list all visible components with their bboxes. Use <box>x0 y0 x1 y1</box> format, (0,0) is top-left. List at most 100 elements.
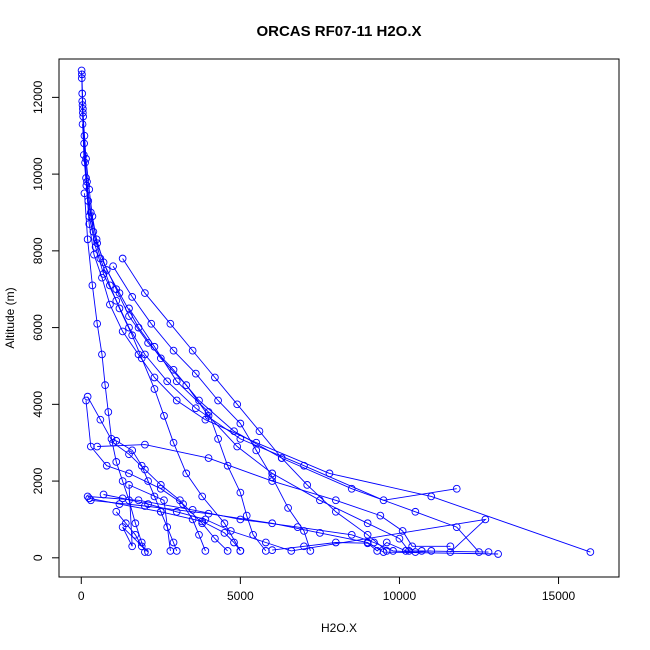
data-point <box>85 494 94 503</box>
data-point <box>112 285 121 294</box>
data-point <box>166 319 175 328</box>
data-point <box>88 281 97 290</box>
data-point <box>137 542 146 551</box>
data-point <box>484 548 493 556</box>
data-point <box>125 323 133 332</box>
data-point <box>115 304 124 313</box>
data-point <box>141 289 149 297</box>
data-point <box>112 436 121 445</box>
data-point <box>373 547 382 555</box>
y-tick-label: 6000 <box>31 314 45 341</box>
data-point <box>109 262 117 271</box>
data-point <box>106 300 114 309</box>
data-point <box>481 515 490 524</box>
data-point <box>160 411 168 420</box>
data-point <box>137 461 146 470</box>
data-point <box>78 97 87 106</box>
data-point <box>91 243 100 251</box>
data-point <box>83 392 92 401</box>
data-point <box>85 185 94 194</box>
data-point <box>408 542 417 551</box>
data-point <box>214 396 222 405</box>
data-point <box>452 484 461 493</box>
data-point <box>125 469 133 478</box>
data-point <box>131 519 140 528</box>
chart-title: ORCAS RF07-11 H2O.X <box>256 23 421 40</box>
data-point <box>78 70 86 79</box>
data-point <box>125 312 133 320</box>
data-point <box>347 484 356 493</box>
data-point <box>195 396 203 405</box>
x-tick-label: 0 <box>78 589 85 603</box>
x-tick-label: 5000 <box>227 589 254 603</box>
data-point <box>93 319 102 328</box>
data-point <box>331 496 340 505</box>
data-point <box>150 385 159 393</box>
data-point <box>191 369 200 378</box>
data-point <box>214 435 222 443</box>
data-point <box>118 327 127 336</box>
data-point <box>156 481 165 489</box>
data-point <box>144 477 152 485</box>
data-point <box>156 354 165 363</box>
data-point <box>104 408 113 416</box>
data-point <box>382 547 391 555</box>
data-point <box>316 529 324 537</box>
data-point <box>191 404 200 413</box>
data-point <box>268 546 277 554</box>
data-point <box>156 507 165 516</box>
data-point <box>172 547 181 555</box>
data-point <box>96 415 105 424</box>
data-point <box>101 381 109 389</box>
data-point <box>118 523 127 531</box>
data-point <box>261 538 270 547</box>
data-point <box>150 492 159 501</box>
data-point <box>303 481 312 489</box>
series-line <box>82 112 457 501</box>
data-point <box>220 519 229 528</box>
data-point <box>128 293 137 301</box>
data-point <box>182 469 191 478</box>
data-point <box>226 527 235 535</box>
data-point <box>78 120 87 129</box>
data-point <box>86 496 95 505</box>
data-point <box>277 454 286 462</box>
data-point <box>77 66 86 75</box>
y-axis-label: Altitude (m) <box>3 287 17 348</box>
data-point <box>141 440 149 449</box>
y-tick-label: 2000 <box>31 467 45 494</box>
series-layer <box>77 66 595 558</box>
data-point <box>83 235 92 244</box>
data-point <box>201 415 210 424</box>
data-point <box>195 530 203 539</box>
series-line <box>128 308 267 552</box>
data-point <box>166 547 175 555</box>
data-point <box>446 542 455 551</box>
data-point <box>150 373 159 382</box>
series-line <box>81 101 591 553</box>
data-point <box>172 507 181 516</box>
y-tick-label: 4000 <box>31 391 45 418</box>
data-point <box>300 527 308 535</box>
data-point <box>268 519 277 528</box>
data-point <box>494 550 502 558</box>
data-point <box>106 281 114 290</box>
series-line <box>87 396 206 552</box>
data-point <box>102 461 111 470</box>
data-point <box>82 174 90 182</box>
data-point <box>236 435 245 443</box>
data-point <box>98 350 106 359</box>
data-point <box>112 507 121 516</box>
data-point <box>255 427 264 436</box>
data-point <box>252 438 261 447</box>
data-point <box>182 381 191 389</box>
data-point <box>169 365 178 374</box>
data-point <box>233 400 242 409</box>
y-tick-label: 10000 <box>31 157 45 191</box>
series-line <box>97 444 451 547</box>
data-point <box>128 542 137 551</box>
data-point <box>112 458 121 466</box>
data-point <box>128 331 137 340</box>
data-point <box>125 304 133 313</box>
